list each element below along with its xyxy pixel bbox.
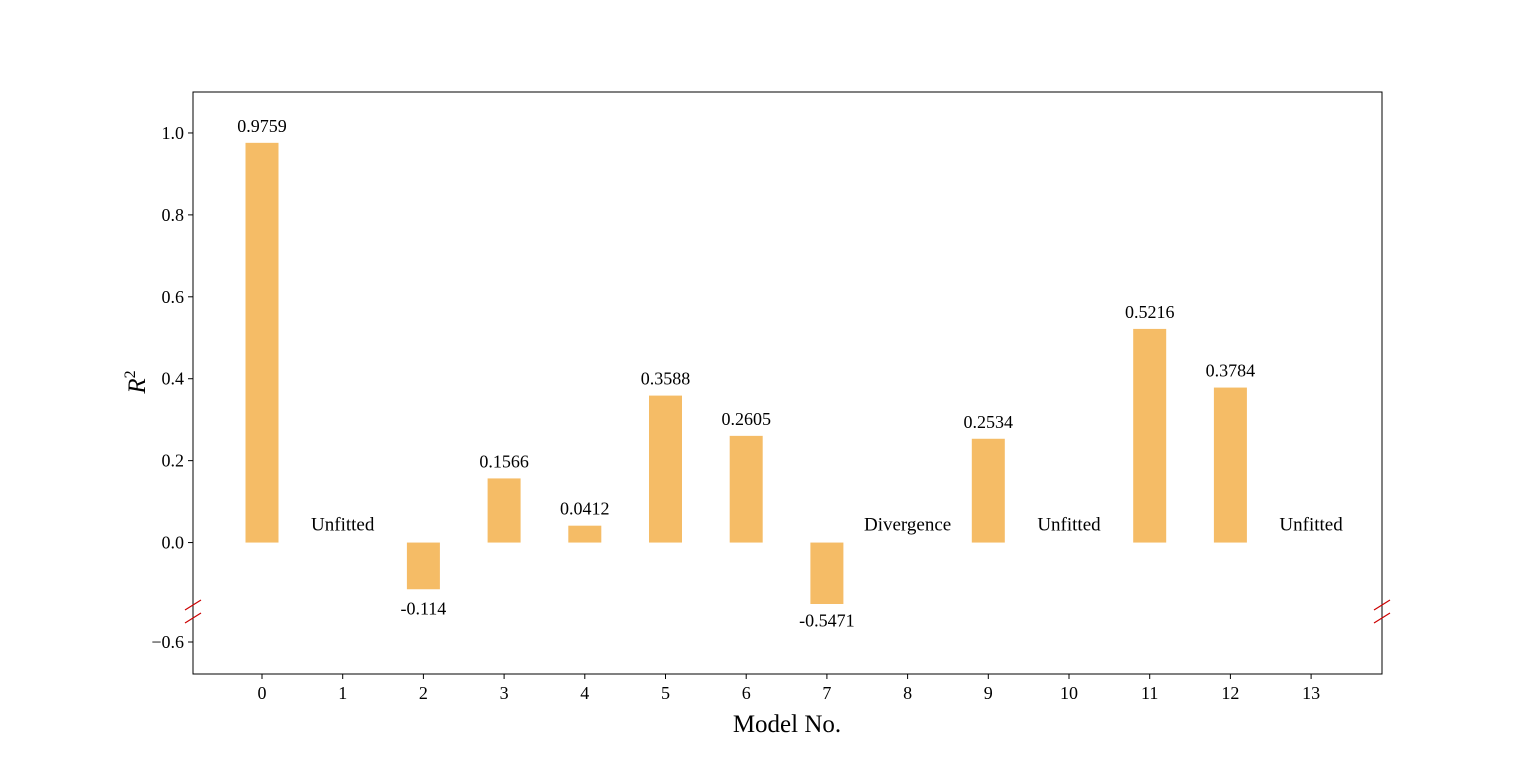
bar-2 [406,542,440,590]
bar-3 [487,478,521,543]
bar-5 [649,395,682,543]
y-axis-title: R2 [122,370,151,394]
axis-break-left-bottom [184,612,202,624]
value-label-7: -0.5471 [799,611,855,631]
bar-4 [568,525,602,543]
y-tick-label: 0.6 [162,287,185,307]
x-tick-label-3: 3 [500,683,509,703]
bar-7-upper [810,542,844,604]
y-tick-label: −0.6 [151,632,184,652]
axis-break-right-bottom [1373,612,1391,624]
y-axis-ticks: 0.0 0.2 0.4 0.6 0.8 1.0 −0.6 [151,123,193,652]
value-label-4: 0.0412 [560,499,610,519]
axis-break-left-top [184,599,202,611]
bar-0 [245,142,279,543]
axis-break-right-top [1373,599,1391,611]
bar-6 [729,435,763,543]
value-label-9: 0.2534 [964,412,1014,432]
value-label-3: 0.1566 [479,451,529,471]
bars-group [245,142,1247,604]
x-tick-label-1: 1 [338,683,347,703]
annotation-8: Divergence [864,515,951,536]
bar-12 [1213,387,1247,543]
x-tick-label-2: 2 [419,683,428,703]
annotation-10: Unfitted [1037,515,1101,536]
y-tick-label: 0.2 [162,451,185,471]
x-axis-title: Model No. [733,711,841,738]
x-tick-label-8: 8 [903,683,912,703]
annotation-13: Unfitted [1279,515,1343,536]
x-tick-label-9: 9 [984,683,993,703]
bar-9 [971,438,1005,543]
bar-11 [1133,328,1167,543]
plot-frame [192,91,1383,675]
value-label-5: 0.3588 [641,369,691,389]
x-tick-label-0: 0 [258,683,267,703]
value-label-0: 0.9759 [237,116,287,136]
x-tick-label-6: 6 [742,683,751,703]
y-tick-label: 1.0 [162,123,185,143]
x-tick-label-11: 11 [1141,683,1158,703]
y-axis-title-superscript: 2 [122,370,139,378]
axis-break-markers [184,599,1391,624]
value-label-6: 0.2605 [721,409,771,429]
x-axis-ticks: 0 1 2 3 4 5 6 7 8 9 10 11 12 13 [258,674,1320,703]
y-tick-label: 0.4 [162,369,185,389]
annotation-1: Unfitted [311,515,375,536]
value-label-12: 0.3784 [1206,361,1256,381]
x-tick-label-7: 7 [822,683,831,703]
x-tick-label-13: 13 [1302,683,1320,703]
value-label-2: -0.114 [400,598,446,618]
value-labels-group: 0.9759 -0.114 0.1566 0.0412 0.3588 0.2605 -0.5… [237,116,1255,631]
x-tick-label-12: 12 [1221,683,1239,703]
x-tick-label-5: 5 [661,683,670,703]
annotations-group: Unfitted Divergence Unfitted Unfitted [311,515,1343,536]
x-tick-label-10: 10 [1060,683,1078,703]
y-axis-title-base: R [124,378,151,394]
x-tick-label-4: 4 [580,683,589,703]
y-tick-label: 0.8 [162,205,185,225]
y-tick-label: 0.0 [162,533,185,553]
value-label-11: 0.5216 [1125,302,1175,322]
